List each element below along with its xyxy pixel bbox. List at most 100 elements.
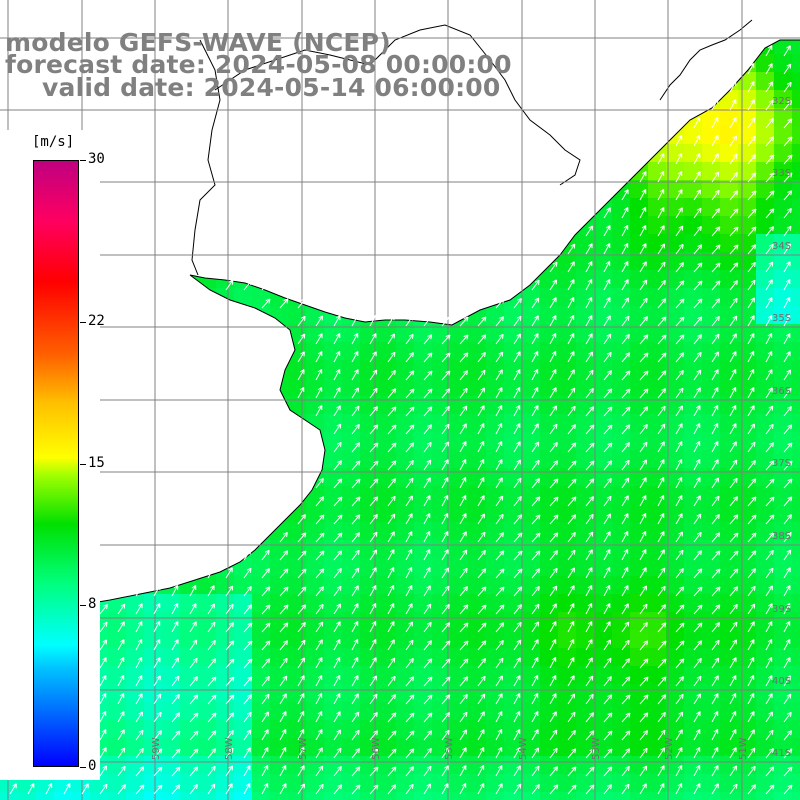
wind-arrow: [603, 621, 611, 633]
wind-speed-cell: [702, 162, 721, 181]
wind-speed-cell: [342, 432, 361, 451]
model-title: modelo GEFS-WAVE (NCEP): [5, 28, 391, 57]
wind-arrow: [693, 586, 703, 597]
wind-arrow: [513, 459, 522, 471]
wind-arrow: [189, 784, 198, 795]
wind-arrow: [297, 675, 305, 687]
wind-speed-cell: [594, 774, 613, 793]
wind-arrow: [729, 459, 738, 471]
wind-arrow: [315, 315, 324, 327]
wind-speed-cell: [324, 504, 343, 523]
wind-speed-cell: [684, 576, 703, 595]
wind-arrow: [369, 766, 379, 777]
wind-arrow: [783, 603, 791, 615]
border-line: [191, 39, 221, 276]
wind-speed-cell: [270, 792, 289, 800]
wind-speed-cell: [720, 252, 739, 271]
wind-arrow: [549, 532, 559, 543]
wind-arrow: [549, 351, 557, 363]
wind-speed-cell: [630, 684, 649, 703]
wind-speed-cell: [684, 432, 703, 451]
wind-arrow: [657, 225, 665, 237]
wind-speed-cell: [576, 234, 595, 253]
wind-speed-cell: [234, 288, 253, 307]
wind-speed-cell: [612, 792, 631, 800]
wind-arrow: [279, 657, 288, 669]
wind-arrow: [441, 531, 449, 543]
wind-speed-cell: [522, 414, 541, 433]
wind-speed-cell: [468, 738, 487, 757]
wind-speed-cell: [180, 720, 199, 739]
wind-arrow: [189, 676, 198, 687]
wind-arrow: [531, 459, 540, 471]
wind-speed-cell: [126, 666, 145, 685]
wind-speed-cell: [288, 630, 307, 649]
wind-arrow: [459, 622, 469, 633]
wind-speed-cell: [504, 684, 523, 703]
wind-arrow: [423, 748, 432, 759]
wind-speed-cell: [450, 540, 469, 559]
wind-speed-cell: [198, 630, 217, 649]
wind-speed-cell: [666, 324, 685, 343]
wind-arrow: [765, 711, 774, 723]
wind-speed-cell: [396, 360, 415, 379]
wind-speed-cell: [756, 756, 775, 775]
wind-arrow: [621, 603, 629, 615]
wind-speed-cell: [234, 612, 253, 631]
wind-arrow: [297, 298, 307, 309]
wind-speed-cell: [792, 90, 800, 109]
wind-arrow: [351, 766, 361, 777]
wind-arrow: [441, 459, 449, 471]
wind-speed-cell: [522, 468, 541, 487]
wind-arrow: [423, 603, 432, 615]
wind-speed-cell: [540, 486, 559, 505]
wind-speed-cell: [540, 522, 559, 541]
wind-arrow: [693, 226, 702, 237]
wind-speed-cell: [720, 594, 739, 613]
wind-speed-cell: [396, 540, 415, 559]
wind-arrow: [387, 315, 395, 327]
wind-arrow: [765, 550, 774, 561]
wind-arrow: [135, 639, 143, 651]
wind-speed-cell: [378, 468, 397, 487]
wind-speed-cell: [648, 630, 667, 649]
wind-speed-cell: [648, 432, 667, 451]
wind-arrow: [459, 604, 469, 615]
wind-arrow: [513, 351, 521, 363]
wind-arrow: [567, 766, 577, 777]
wind-speed-cell: [522, 612, 541, 631]
wind-arrow: [171, 748, 181, 759]
wind-speed-cell: [252, 792, 271, 800]
wind-speed-cell: [144, 630, 163, 649]
wind-speed-cell: [720, 702, 739, 721]
latitude-label: 36S: [772, 386, 791, 397]
wind-speed-cell: [594, 630, 613, 649]
wind-arrow: [351, 585, 359, 597]
wind-arrow: [477, 675, 486, 687]
wind-speed-cell: [126, 594, 145, 613]
wind-speed-cell: [774, 288, 793, 307]
wind-speed-cell: [792, 72, 800, 91]
wind-arrow: [423, 388, 433, 399]
wind-arrow: [423, 676, 433, 687]
wind-speed-cell: [378, 396, 397, 415]
wind-arrow: [693, 604, 703, 615]
wind-arrow: [387, 784, 397, 795]
wind-speed-cell: [468, 648, 487, 667]
wind-speed-cell: [126, 702, 145, 721]
wind-arrow: [279, 693, 287, 705]
wind-speed-cell: [594, 522, 613, 541]
wind-arrow: [351, 496, 361, 507]
wind-arrow: [99, 747, 107, 759]
wind-arrow: [657, 207, 665, 219]
wind-arrow: [567, 639, 575, 651]
wind-speed-cell: [558, 414, 577, 433]
wind-arrow: [225, 747, 234, 759]
wind-arrow: [387, 730, 397, 741]
wind-speed-cell: [468, 792, 487, 800]
wind-speed-cell: [468, 324, 487, 343]
wind-speed-cell: [216, 720, 235, 739]
wind-arrow: [459, 747, 467, 759]
wind-arrow: [513, 675, 521, 687]
wind-speed-cell: [144, 774, 163, 793]
